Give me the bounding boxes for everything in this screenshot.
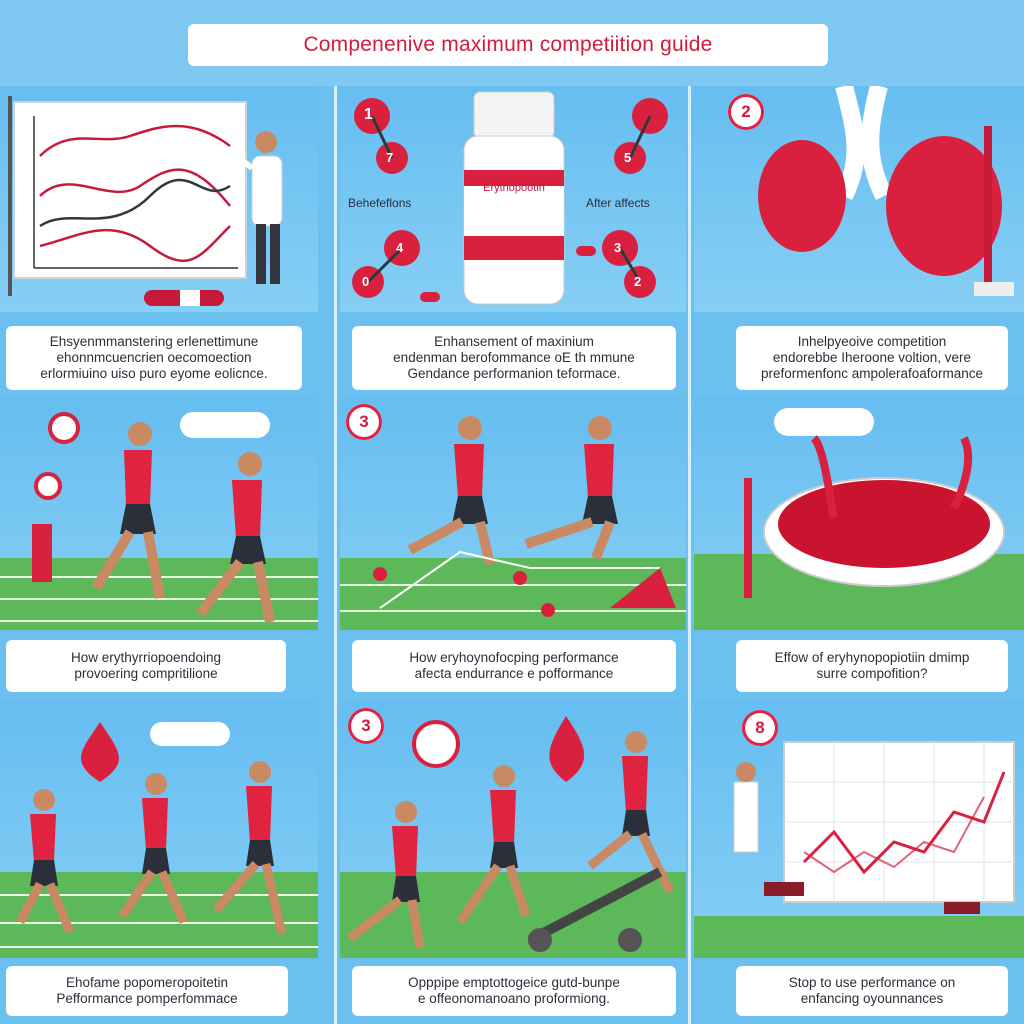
- caption-panel-1: Ehsyenmmanstering erlenettimune ehonnmcu…: [6, 326, 302, 390]
- kidney-illustration: [758, 86, 1014, 296]
- caption-panel-5: How eryhoynofocping performance afecta e…: [352, 640, 676, 692]
- runner-illustration: [347, 716, 675, 952]
- panel-blood-dish: [694, 398, 1024, 630]
- caption-panel-3: Inhelpyeoive competition endorebbe Ihero…: [736, 326, 1008, 390]
- runner-illustration: [32, 412, 275, 623]
- step-badge: 2: [728, 94, 764, 130]
- panel-runners-1: [0, 398, 318, 630]
- bottle-label: Erythopootin: [483, 182, 545, 194]
- results-chart-illustration: [733, 741, 1015, 914]
- column-divider: [688, 86, 691, 1024]
- before-label: Behefeflons: [348, 196, 412, 210]
- runner-illustration: [373, 416, 676, 617]
- page-title: Compenenive maximum competiition guide: [303, 33, 713, 56]
- caption-panel-8: Opppipe emptottogeice gutd-bunpe e offeo…: [352, 966, 676, 1016]
- panel-results-chart: 8: [694, 702, 1024, 958]
- column-divider: [334, 86, 337, 1024]
- caption-panel-9: Stop to use performance on enfancing oyo…: [736, 966, 1008, 1016]
- title-banner: Compenenive maximum competiition guide: [188, 24, 828, 66]
- caption-panel-6: Effow of eryhynopopiotiin dmimp surre co…: [736, 640, 1008, 692]
- panel-bottle: Behefeflons After affects Erythopootin 1…: [340, 86, 686, 312]
- dish-illustration: [744, 435, 1005, 598]
- step-badge: 8: [742, 710, 778, 746]
- panel-runners-3: [0, 702, 318, 958]
- panel-runners-4: 3: [340, 702, 686, 958]
- caption-panel-2: Enhansement of maxinium endenman berofom…: [352, 326, 676, 390]
- chart-illustration: [8, 96, 283, 306]
- step-badge: 3: [348, 708, 384, 744]
- panel-chart-scientist: [0, 86, 318, 312]
- caption-panel-7: Ehofame popomeropoitetin Pefformance pom…: [6, 966, 288, 1016]
- after-label: After affects: [586, 196, 650, 210]
- caption-panel-4: How erythyrriopoendoing provoering compr…: [6, 640, 286, 692]
- runner-illustration: [16, 722, 287, 936]
- bottle-illustration: [352, 91, 668, 305]
- step-badge: 3: [346, 404, 382, 440]
- panel-kidneys: 2: [694, 86, 1024, 312]
- panel-runners-2: 3: [340, 398, 686, 630]
